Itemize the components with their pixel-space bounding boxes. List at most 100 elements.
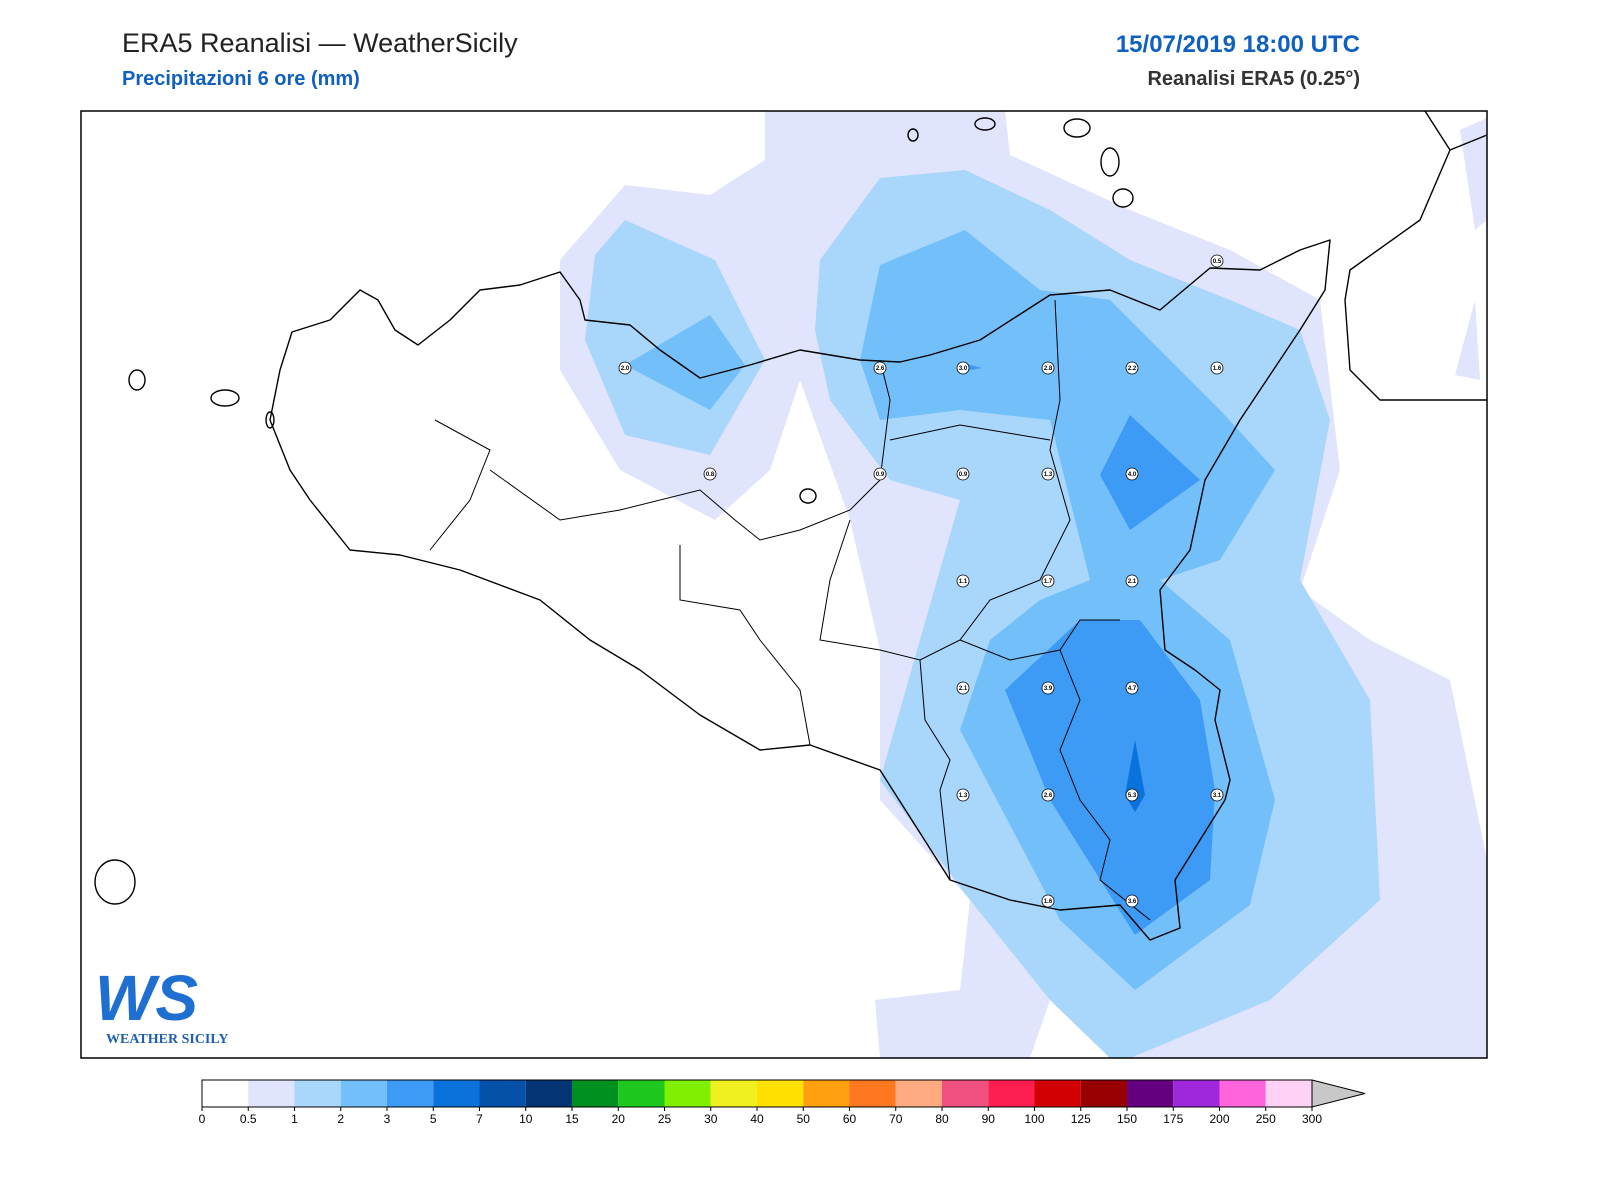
logo-text: WEATHER SICILY — [106, 1032, 229, 1047]
colorbar-segment — [572, 1080, 619, 1107]
point-value: 2.6 — [1044, 793, 1053, 799]
colorbar-segment — [1265, 1080, 1312, 1107]
colorbar-segment — [664, 1080, 711, 1107]
island — [1112, 188, 1134, 208]
colorbar-segment — [1080, 1080, 1127, 1107]
colorbar-tick-label: 90 — [982, 1112, 996, 1126]
point-value: 0.9 — [959, 472, 968, 478]
province-borders — [429, 299, 1151, 921]
point-value: 4.0 — [1128, 472, 1137, 478]
colorbar-tick-label: 150 — [1117, 1112, 1137, 1126]
island — [907, 128, 919, 142]
colorbar-tick-label: 125 — [1071, 1112, 1091, 1126]
colorbar-segment — [1127, 1080, 1174, 1107]
point-marker — [1125, 574, 1139, 588]
point-value: 3.6 — [1128, 899, 1137, 905]
point-value: 3.9 — [1044, 686, 1053, 692]
colorbar-segment — [1173, 1080, 1220, 1107]
colorbar-tick-label: 0.5 — [240, 1112, 257, 1126]
contour-fill — [625, 315, 745, 410]
point-marker — [1041, 361, 1055, 375]
colorbar-segment — [202, 1080, 249, 1107]
colorbar-segment — [988, 1080, 1035, 1107]
source: Reanalisi ERA5 (0.25°) — [1147, 68, 1360, 90]
point-value: 0.9 — [876, 472, 885, 478]
island — [210, 389, 240, 407]
contour-fill — [1100, 415, 1200, 530]
point-value: 0.8 — [706, 472, 715, 478]
point-value: 1.1 — [959, 579, 968, 585]
point-value: 3.0 — [959, 366, 968, 372]
sicily-coast — [269, 239, 1331, 941]
point-marker — [1041, 681, 1055, 695]
colorbar-tick-label: 2 — [337, 1112, 344, 1126]
colorbar-segment — [895, 1080, 942, 1107]
point-marker — [1125, 681, 1139, 695]
island — [128, 369, 146, 391]
contour-fill — [1005, 620, 1215, 935]
lake — [799, 488, 817, 504]
colorbar-tick-label: 0 — [199, 1112, 206, 1126]
colorbar-tick-label: 25 — [658, 1112, 672, 1126]
colorbar-tick-label: 7 — [476, 1112, 483, 1126]
colorbar-tick-label: 300 — [1302, 1112, 1322, 1126]
colorbar-tick-label: 5 — [430, 1112, 437, 1126]
point-value: 1.3 — [959, 793, 968, 799]
colorbar-tick-label: 50 — [797, 1112, 811, 1126]
point-marker — [956, 788, 970, 802]
colorbar-segment — [340, 1080, 387, 1107]
colorbar-extend — [1311, 1079, 1366, 1108]
map-area: 0.5 2.0 2.6 3.0 2.8 2.2 1.6 0.8 0.9 0.9 1.3 4.0 1.1 1… — [81, 111, 1487, 1058]
colorbar-tick-label: 30 — [704, 1112, 718, 1126]
point-value: 1.7 — [1044, 579, 1053, 585]
colorbar-tick-label: 250 — [1256, 1112, 1276, 1126]
colorbar-tick-label: 15 — [565, 1112, 579, 1126]
colorbar-tick-label: 40 — [750, 1112, 764, 1126]
colorbar-segment — [479, 1080, 526, 1107]
island — [94, 859, 136, 905]
point-value: 2.2 — [1128, 366, 1137, 372]
island — [974, 117, 996, 131]
point-value: 1.6 — [1213, 366, 1222, 372]
colorbar-tick-label: 100 — [1024, 1112, 1044, 1126]
colorbar-segment — [387, 1080, 434, 1107]
point-marker — [1041, 467, 1055, 481]
point-marker — [1125, 894, 1139, 908]
colorbar-segment — [710, 1080, 757, 1107]
point-marker — [1125, 361, 1139, 375]
precip-shading — [560, 111, 1487, 1058]
point-value: 2.8 — [1044, 366, 1053, 372]
colorbar-tick-label: 70 — [889, 1112, 903, 1126]
colorbar-segment — [1219, 1080, 1266, 1107]
colorbar-tick-label: 60 — [843, 1112, 857, 1126]
calabria-coast — [1344, 111, 1487, 401]
colorbar-tick-label: 20 — [612, 1112, 626, 1126]
colorbar-tick-label: 80 — [935, 1112, 949, 1126]
logo: WS WEATHER SICILY — [95, 962, 229, 1047]
title: ERA5 Reanalisi — WeatherSicily — [122, 28, 518, 58]
coastlines — [94, 111, 1487, 941]
colorbar-tick-label: 175 — [1163, 1112, 1183, 1126]
colorbar-segment — [803, 1080, 850, 1107]
point-value: 2.1 — [959, 686, 968, 692]
point-marker — [956, 361, 970, 375]
point-marker — [1125, 788, 1139, 802]
point-marker — [1210, 788, 1224, 802]
point-marker — [1125, 467, 1139, 481]
contour-fill — [1460, 118, 1487, 230]
point-marker — [1041, 788, 1055, 802]
point-value: 3.1 — [1213, 793, 1222, 799]
subtitle: Precipitazioni 6 ore (mm) — [122, 68, 360, 90]
point-value: 2.6 — [876, 366, 885, 372]
point-marker — [1210, 254, 1224, 268]
colorbar-segment — [757, 1080, 804, 1107]
logo-mark: WS — [95, 962, 198, 1034]
point-value: 2.1 — [1128, 579, 1137, 585]
colorbar: 0 0.5 1 2 3 5 7 10 15 20 25 30 40 50 60 70 80 90 100 125 150… — [199, 1079, 1366, 1126]
colorbar-segment — [294, 1080, 341, 1107]
point-value: 0.5 — [1213, 259, 1222, 265]
colorbar-segment — [1034, 1080, 1081, 1107]
point-marker — [703, 467, 717, 481]
